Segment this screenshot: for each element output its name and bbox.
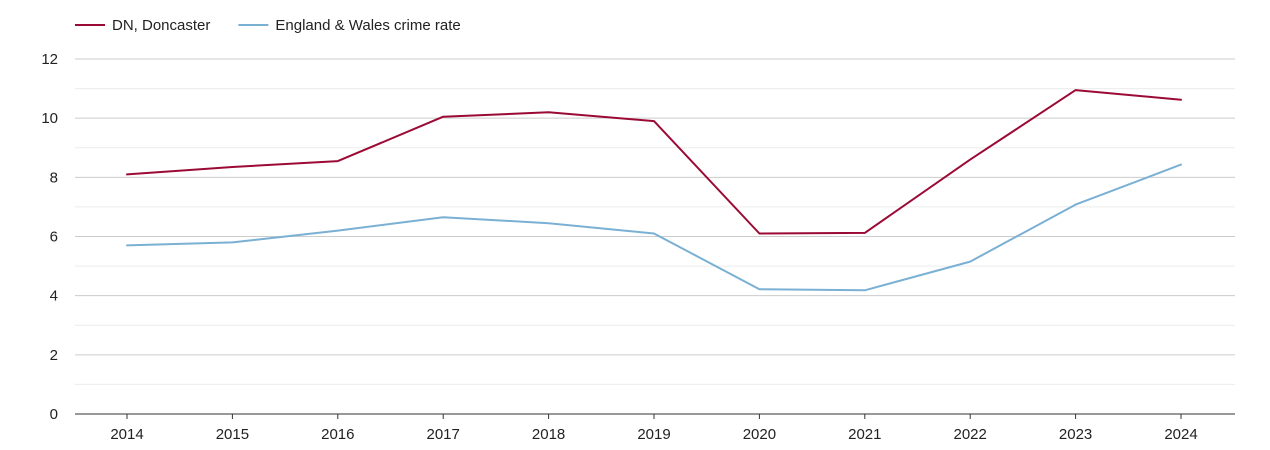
x-tick-label: 2017 xyxy=(427,426,460,443)
x-tick-label: 2018 xyxy=(532,426,565,443)
gridlines xyxy=(75,58,1235,385)
legend-item-1: DN, Doncaster xyxy=(75,17,210,34)
x-tick-label: 2021 xyxy=(848,426,881,443)
y-tick-label: 12 xyxy=(41,51,58,68)
legend-label-2: England & Wales crime rate xyxy=(275,17,460,34)
x-tick-label: 2023 xyxy=(1059,426,1092,443)
x-tick-label: 2024 xyxy=(1164,426,1197,443)
x-tick-label: 2022 xyxy=(954,426,987,443)
x-tick-label: 2014 xyxy=(110,426,143,443)
y-tick-label: 0 xyxy=(50,406,58,423)
x-tick-label: 2016 xyxy=(321,426,354,443)
x-tick-label: 2019 xyxy=(637,426,670,443)
legend-label-1: DN, Doncaster xyxy=(112,17,210,34)
y-tick-label: 2 xyxy=(50,347,58,364)
y-tick-label: 6 xyxy=(50,229,58,246)
x-tick-label: 2020 xyxy=(743,426,776,443)
series-group xyxy=(126,89,1182,292)
series-line-2 xyxy=(126,163,1182,292)
y-tick-label: 8 xyxy=(50,169,58,186)
x-tick-label: 2015 xyxy=(216,426,249,443)
y-tick-label: 10 xyxy=(41,110,58,127)
axes: 0 2 4 6 8 10 12 2014 2015 2016 2017 2018 2019 2020 202… xyxy=(41,51,1235,443)
legend-item-2: England & Wales crime rate xyxy=(238,17,461,34)
y-tick-label: 4 xyxy=(50,288,58,305)
legend: DN, Doncaster England & Wales crime rate xyxy=(75,17,461,34)
series-line-1 xyxy=(126,89,1182,235)
